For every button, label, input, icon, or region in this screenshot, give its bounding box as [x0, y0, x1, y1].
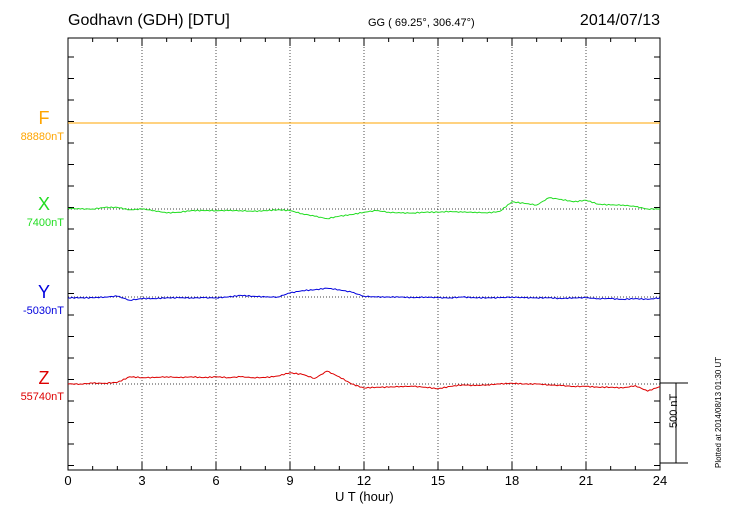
component-y-baseline-value: -5030nT: [23, 305, 64, 317]
x-tick-label: 3: [138, 473, 146, 488]
x-tick-label: 6: [212, 473, 220, 488]
series-y-line: [67, 287, 661, 301]
x-tick-label: 9: [286, 473, 294, 488]
x-tick-label: 15: [430, 473, 446, 488]
x-axis-label: U T (hour): [335, 489, 394, 504]
x-tick-label: 18: [504, 473, 520, 488]
x-tick-label: 0: [64, 473, 72, 488]
chart-date: 2014/07/13: [579, 12, 660, 29]
component-x-baseline-value: 7400nT: [26, 217, 64, 229]
component-x-label: X: [37, 194, 50, 214]
series-lines: [67, 122, 661, 392]
component-z-baseline-value: 55740nT: [20, 391, 64, 403]
vertical-grid: [141, 38, 587, 470]
station-title: Godhavn (GDH) [DTU]: [68, 12, 230, 29]
x-tick-label: 24: [652, 473, 668, 488]
tick-marks: [67, 38, 661, 470]
component-f-baseline-value: 88880nT: [20, 131, 64, 143]
component-y-label: Y: [37, 282, 50, 302]
series-x-line: [67, 197, 661, 220]
station-coordinates: GG ( 69.25°, 306.47°): [368, 17, 475, 29]
scale-bar: [660, 382, 688, 464]
component-f-label: F: [38, 108, 50, 128]
x-tick-label: 12: [356, 473, 372, 488]
plotted-timestamp: Plotted at 2014/08/13 01:30 UT: [714, 356, 723, 468]
series-z-line: [67, 370, 661, 392]
scale-bar-label: 500 nT: [668, 393, 680, 428]
x-tick-label: 21: [578, 473, 594, 488]
component-z-label: Z: [38, 368, 50, 388]
